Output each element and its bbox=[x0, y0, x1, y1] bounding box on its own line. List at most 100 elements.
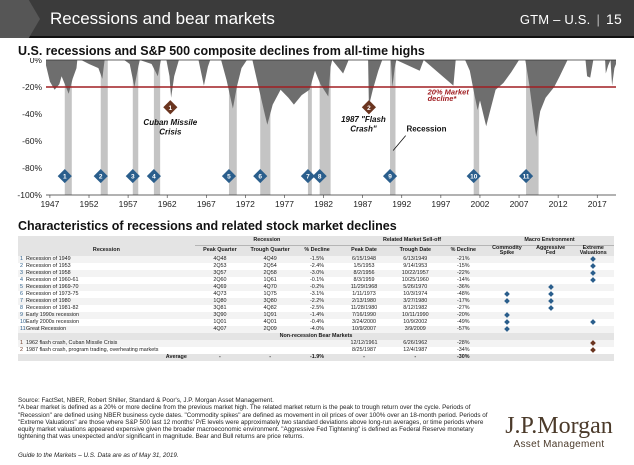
col-commodity-spike: Commodity Spike bbox=[485, 245, 529, 257]
row-label: Early 1990s recession bbox=[26, 312, 80, 319]
hdr-blank bbox=[18, 236, 195, 245]
recession-name: 8 Recession of 1981-82 bbox=[18, 305, 195, 312]
header-separator: | bbox=[596, 12, 601, 27]
threshold-label: 20% Market bbox=[427, 87, 470, 96]
recession-name: 4 Recession of 1960-61 bbox=[18, 277, 195, 284]
header-arrow-tab bbox=[0, 0, 40, 38]
trough-quarter: 1Q91 bbox=[245, 312, 296, 320]
recession-band bbox=[64, 60, 72, 195]
recession-marker bbox=[312, 169, 327, 184]
diamond-icon bbox=[590, 340, 597, 346]
commodity-spike-mark bbox=[485, 298, 529, 306]
trough-quarter: 2Q58 bbox=[245, 270, 296, 278]
diamond-icon bbox=[504, 312, 510, 318]
drawdown-chart: 0%-20%-40%-60%-80%-100%1947 1952 1957 1962 1… bbox=[17, 58, 616, 209]
recession-marker-label: 9 bbox=[388, 174, 392, 181]
avg-peak-quarter: - bbox=[194, 354, 246, 362]
selloff-decline: -14% bbox=[457, 277, 470, 284]
gdp-decline: -0.4% bbox=[310, 319, 325, 326]
aggressive-fed-mark bbox=[528, 340, 573, 348]
peak-quarter: 2Q53 bbox=[213, 263, 227, 270]
x-tick-label: 1997 bbox=[431, 199, 450, 209]
aggressive-fed-mark bbox=[528, 326, 573, 334]
recession-marker bbox=[519, 169, 534, 184]
gdp-decline: -3.0% bbox=[295, 270, 339, 278]
recession-marker bbox=[57, 169, 72, 184]
trough-date: 8/12/1982 bbox=[403, 305, 428, 312]
peak-date: 6/15/1948 bbox=[338, 256, 390, 264]
row-label: Recession of 1949 bbox=[26, 256, 71, 263]
commodity-spike-mark bbox=[485, 263, 529, 270]
annotation-flash-crash: Crash" bbox=[350, 125, 377, 134]
peak-quarter: 3Q81 bbox=[213, 305, 227, 312]
recession-marker-label: 7 bbox=[306, 174, 310, 181]
row-number: 2 bbox=[20, 347, 23, 354]
aggressive-fed-mark bbox=[528, 284, 573, 292]
y-tick-label: -100% bbox=[17, 190, 42, 200]
extreme-valuations-mark bbox=[572, 270, 614, 278]
x-tick-label: 1972 bbox=[236, 199, 255, 209]
aggressive-fed-mark bbox=[529, 305, 573, 312]
extreme-valuations-mark bbox=[572, 319, 614, 326]
row-number: 9 bbox=[20, 312, 23, 319]
gdp-decline: -3.1% bbox=[310, 291, 325, 298]
col-selloff-decline: % Decline bbox=[441, 245, 486, 257]
page-title: Recessions and bear markets bbox=[50, 9, 275, 28]
row-number: 1 bbox=[20, 340, 23, 347]
diamond-icon bbox=[547, 284, 554, 290]
peak-date: 8/2/1956 bbox=[338, 270, 390, 278]
trough-quarter: 1Q75 bbox=[263, 291, 277, 298]
row-label: 1987 flash crash, program trading, overh… bbox=[26, 347, 159, 354]
peak-quarter: 4Q73 bbox=[213, 291, 227, 298]
row-label: Recession of 1973-75 bbox=[26, 291, 79, 298]
trough-date: 5/26/1970 bbox=[389, 284, 442, 292]
diamond-icon bbox=[590, 319, 597, 325]
trough-date: 10/3/1974 bbox=[403, 291, 428, 298]
group-recession: Recession bbox=[194, 236, 339, 246]
recession-name: 5 Recession of 1969-70 bbox=[18, 284, 195, 292]
extreme-valuations-mark bbox=[572, 256, 614, 264]
header-bar: Recessions and bear markets GTM – U.S. | 1… bbox=[0, 0, 634, 38]
y-tick-label: 0% bbox=[30, 58, 43, 65]
chart-title: U.S. recessions and S&P 500 composite de… bbox=[18, 44, 425, 58]
avg-peak-date: - bbox=[338, 354, 390, 362]
recession-band bbox=[319, 60, 331, 195]
extreme-valuations-mark bbox=[572, 277, 614, 284]
trough-date: 12/4/1987 bbox=[403, 347, 428, 354]
trough-quarter bbox=[245, 340, 296, 348]
table-row: 4 Recession of 1960-61 2Q60 1Q61 -0.1% 8/3/19… bbox=[18, 277, 614, 284]
gdp-decline: -0.2% bbox=[295, 284, 339, 292]
col-aggressive-fed: Aggressive Fed bbox=[528, 245, 573, 257]
selloff-decline: -49% bbox=[457, 319, 470, 326]
row-label: Recession of 1960-61 bbox=[26, 277, 79, 284]
header-right: GTM – U.S. | 15 bbox=[520, 11, 622, 27]
x-tick-label: 1962 bbox=[158, 199, 177, 209]
bear-market-name: 1 1962 flash crash, Cuban Missile Crisis bbox=[18, 340, 195, 348]
diamond-icon bbox=[504, 319, 510, 325]
legend-recession-label: Recession bbox=[406, 125, 446, 134]
trough-quarter: 3Q80 bbox=[245, 298, 296, 306]
peak-date: 1/5/1953 bbox=[353, 263, 375, 270]
x-tick-label: 1987 bbox=[353, 199, 372, 209]
recession-marker-label: 11 bbox=[523, 174, 530, 181]
recession-marker bbox=[146, 169, 161, 184]
table-row: 8 Recession of 1981-82 3Q81 4Q82 -2.5% 11/28/… bbox=[18, 305, 614, 312]
average-row: Average - - -1.9% - - -30% bbox=[18, 354, 614, 362]
bear-market-marker-label: 2 bbox=[367, 105, 371, 112]
recession-marker bbox=[93, 169, 108, 184]
selloff-decline: -22% bbox=[441, 270, 486, 278]
diamond-icon bbox=[590, 277, 597, 283]
row-label: Recession of 1969-70 bbox=[26, 284, 79, 291]
diamond-icon bbox=[590, 256, 597, 262]
aggressive-fed-mark bbox=[529, 263, 573, 270]
aggressive-fed-mark bbox=[528, 298, 573, 306]
row-number: 1 bbox=[20, 256, 23, 263]
recession-marker-label: 8 bbox=[318, 174, 322, 181]
trough-quarter: 4Q82 bbox=[263, 305, 277, 312]
guide-note: Guide to the Markets – U.S. Data are as … bbox=[18, 452, 179, 459]
row-number: 3 bbox=[20, 270, 23, 277]
avg-trough-date: - bbox=[389, 354, 442, 362]
diamond-icon bbox=[590, 263, 597, 269]
recession-table: Recession Related Market Sell-off Macro … bbox=[18, 236, 614, 362]
x-tick-label: 1977 bbox=[275, 199, 294, 209]
